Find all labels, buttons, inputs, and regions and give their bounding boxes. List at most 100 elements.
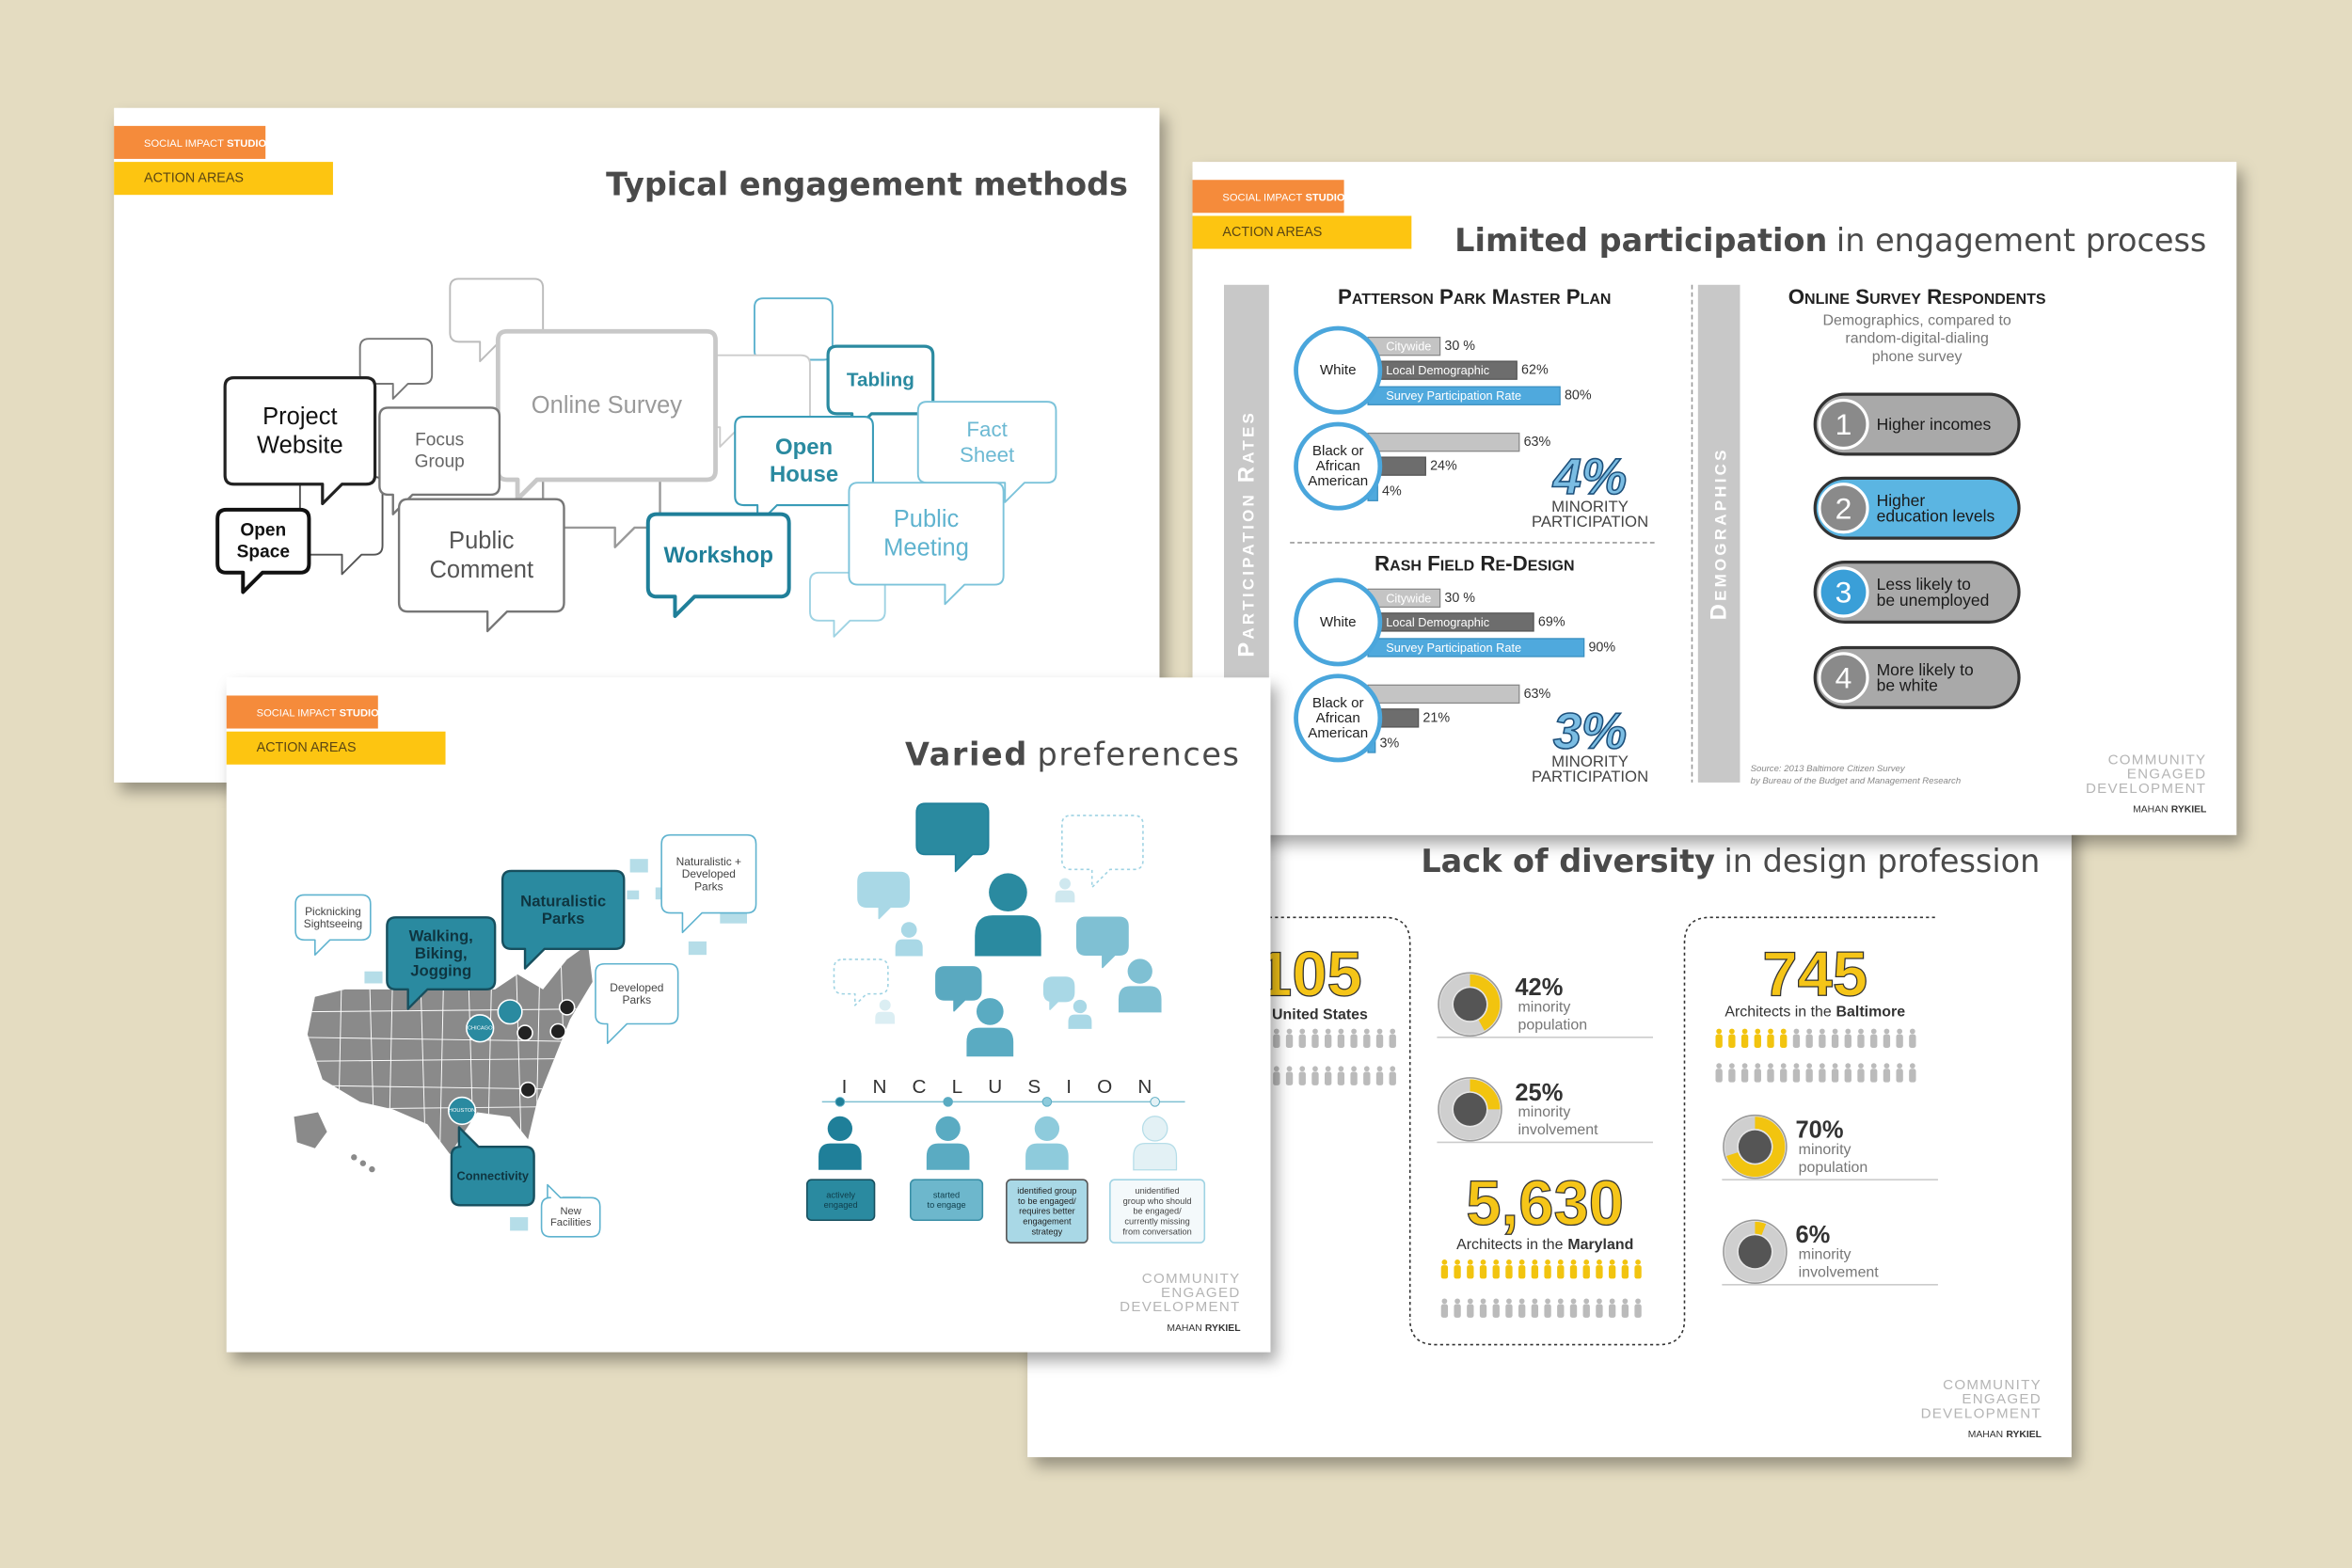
method-label: Meeting: [883, 535, 969, 562]
map-label: Walking,: [409, 927, 473, 945]
stage-label: engaged: [824, 1200, 858, 1210]
finding-text: education levels: [1877, 507, 1995, 526]
map-bubble: [386, 916, 497, 1010]
firm-prefix: MAHAN: [1968, 1430, 2003, 1440]
bar-value: 63%: [1524, 687, 1551, 702]
icon-head: [1635, 1259, 1641, 1265]
state-line: [307, 1057, 593, 1062]
icon-body: [1728, 1069, 1736, 1083]
method-label: Fact: [966, 418, 1008, 441]
icon-head: [1780, 1063, 1787, 1069]
finding-badge: [1818, 398, 1869, 451]
slide-title: Typical engagement methods: [606, 166, 1128, 203]
talk-bubble: [1042, 976, 1075, 1010]
firm-prefix: MAHAN: [2133, 804, 2168, 815]
group-name: White: [1320, 362, 1357, 378]
icon-body: [1767, 1034, 1774, 1048]
icon-head: [1532, 1259, 1538, 1265]
stage-label: currently missing: [1124, 1217, 1189, 1227]
logo-line: COMMUNITY: [1142, 1271, 1241, 1287]
icon-head: [1583, 1298, 1590, 1305]
logo-line: DEVELOPMENT: [1921, 1405, 2042, 1421]
region-desc: Architects in the Maryland: [1456, 1236, 1633, 1252]
stage-label: actively: [826, 1190, 855, 1199]
stage-label: started: [933, 1190, 960, 1199]
icon-head: [1273, 1066, 1279, 1072]
project-name: Patterson Park Master Plan: [1338, 285, 1611, 309]
method-bubble: [848, 482, 1005, 606]
section-name: ACTION AREAS: [1222, 225, 1322, 240]
icon-head: [1909, 1028, 1915, 1035]
minority-caption: MINORITY: [1551, 498, 1629, 515]
finding-text: Higher: [1877, 491, 1926, 510]
finding-pill: [1813, 561, 2021, 624]
icon-body: [1870, 1034, 1878, 1048]
icon-body: [1596, 1265, 1603, 1279]
city-pin: [549, 1022, 566, 1040]
talk-bubble: [857, 871, 910, 920]
icon-body: [1325, 1071, 1332, 1085]
firm-suffix: RYKIEL: [2006, 1430, 2042, 1440]
stage-label: strategy: [1031, 1227, 1062, 1236]
group-name: White: [1320, 614, 1357, 630]
icon-body: [1337, 1071, 1345, 1085]
icon-head: [1338, 1066, 1344, 1072]
group-name: American: [1308, 473, 1368, 489]
icon-head: [1545, 1298, 1550, 1305]
icon-body: [1569, 1304, 1578, 1318]
big-number: 5,630: [1466, 1168, 1624, 1239]
icon-body: [1582, 1265, 1590, 1279]
icon-body: [1492, 1304, 1500, 1318]
person-head: [1073, 999, 1088, 1014]
share-caption: minority: [1799, 1142, 1851, 1158]
group-name: African: [1316, 710, 1360, 726]
icon-head: [1729, 1028, 1735, 1035]
share-caption: involvement: [1799, 1265, 1880, 1281]
bar-label: Survey Participation Rate: [1386, 388, 1521, 403]
side-band: [1697, 284, 1740, 783]
icon-body: [1870, 1069, 1878, 1083]
icon-head: [1609, 1259, 1615, 1265]
icon-body: [1792, 1034, 1801, 1048]
finding-badge: [1818, 483, 1869, 534]
stage-label: from conversation: [1122, 1227, 1191, 1236]
map-bubble: [660, 833, 757, 934]
map-bubble: [450, 1126, 535, 1207]
finding-number: 2: [1836, 491, 1852, 525]
stage-label: identified group: [1017, 1186, 1076, 1196]
section-tag: [226, 731, 446, 765]
big-number: 745: [1762, 939, 1867, 1009]
place-name: United States: [1272, 1006, 1368, 1022]
bar-value: 90%: [1588, 640, 1615, 655]
icon-head: [1716, 1028, 1723, 1035]
studio-tag: [114, 125, 266, 159]
icon-head: [1312, 1066, 1318, 1072]
city-name: CHICAGO: [468, 1025, 493, 1031]
logo-firm: MAHAN RYKIEL: [2133, 804, 2207, 815]
deco-square: [688, 941, 707, 956]
icon-head: [1729, 1063, 1735, 1069]
icon-body: [1518, 1265, 1526, 1279]
icon-head: [1363, 1028, 1370, 1035]
icon-head: [1755, 1028, 1761, 1035]
firm-prefix: MAHAN: [1167, 1323, 1201, 1334]
state-line: [307, 1037, 593, 1043]
deco-square: [629, 859, 648, 873]
icon-body: [1621, 1265, 1629, 1279]
share-caption: minority: [1799, 1246, 1851, 1262]
studio-prefix: SOCIAL IMPACT: [257, 708, 337, 720]
icon-body: [1454, 1265, 1461, 1279]
region-place: Baltimore: [1836, 1004, 1906, 1020]
state-line: [307, 1008, 593, 1013]
talk-bubble: [935, 966, 982, 1012]
stage-dot: [834, 1097, 846, 1107]
stage-label: unidentified: [1135, 1186, 1179, 1196]
bar-label: Local Demographic: [1386, 615, 1489, 629]
icon-body: [1467, 1265, 1474, 1279]
bar-value: 3%: [1380, 736, 1400, 751]
icon-body: [1479, 1265, 1487, 1279]
bar-value: 80%: [1565, 388, 1592, 404]
icon-body: [1350, 1071, 1358, 1085]
icon-head: [1870, 1063, 1877, 1069]
